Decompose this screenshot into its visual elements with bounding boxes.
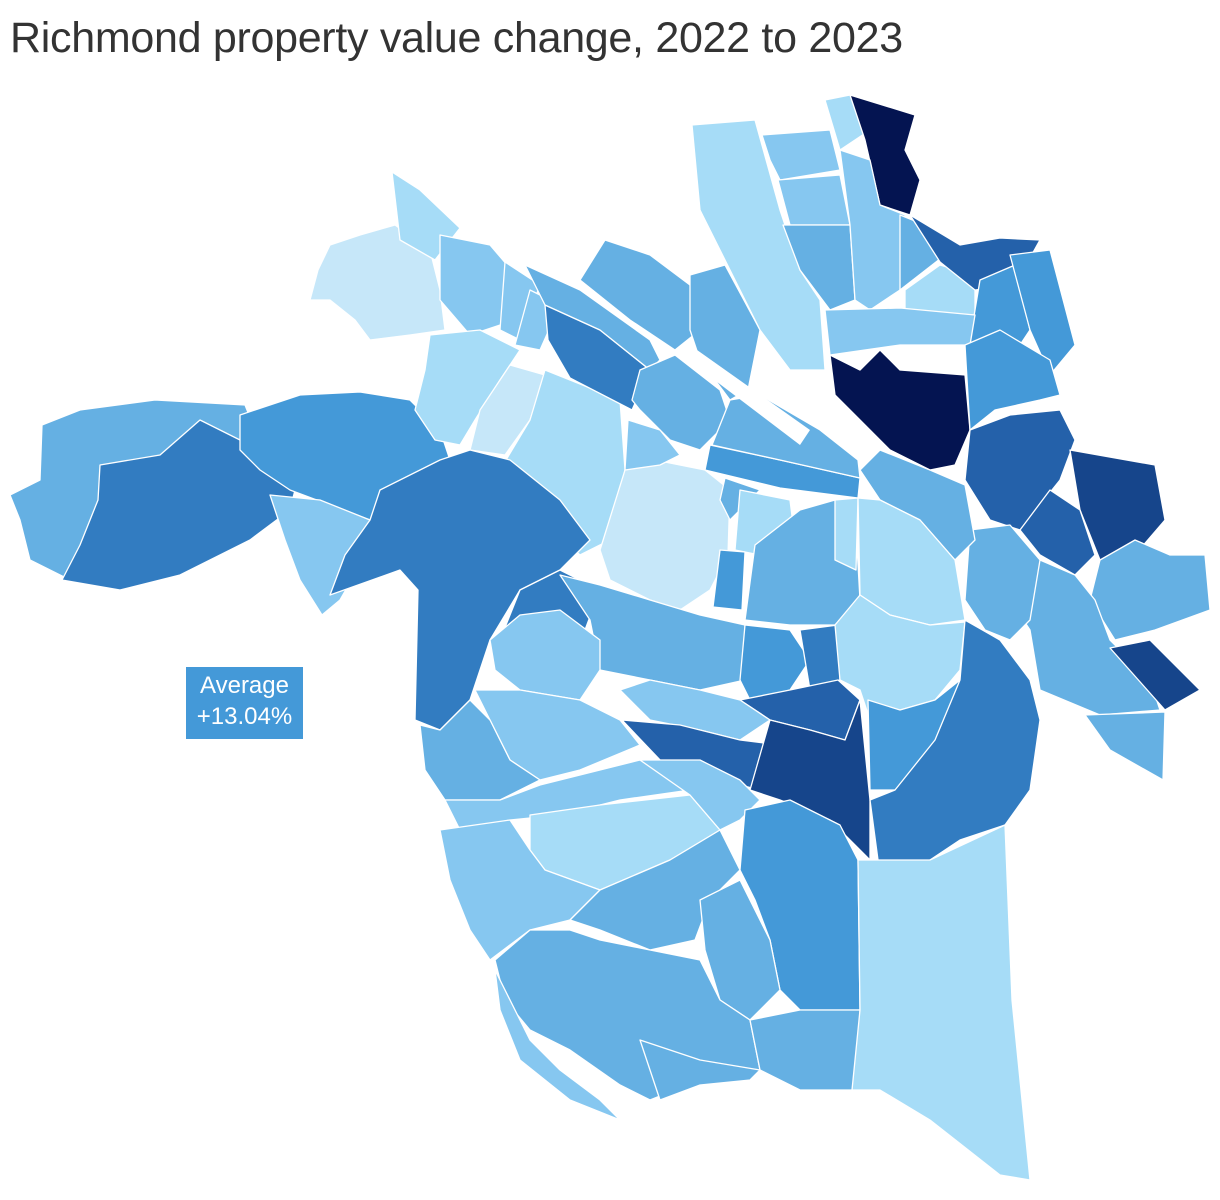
neighborhood-fan-light — [599, 461, 731, 611]
neighborhood-manchester-west — [834, 594, 966, 721]
neighborhood-southeast-large — [851, 824, 1031, 1181]
neighborhood-north-long — [691, 119, 826, 371]
neighborhood-south-west-blue — [419, 699, 541, 801]
average-value: +13.04% — [196, 703, 293, 730]
neighborhood-east-3 — [1089, 539, 1211, 641]
neighborhood-east-dark-2 — [1109, 639, 1201, 711]
neighborhood-east-5 — [1084, 711, 1166, 781]
average-annotation: Average +13.04% — [186, 667, 303, 739]
neighborhood-north-1 — [761, 129, 841, 181]
rail-gap — [675, 345, 810, 445]
neighborhood-church-hill — [964, 524, 1041, 641]
neighborhood-north-3 — [782, 224, 856, 311]
neighborhood-east-2 — [1019, 489, 1096, 576]
neighborhood-south-9 — [749, 1009, 861, 1091]
neighborhood-fan-center — [631, 354, 731, 451]
neighborhood-small-box — [712, 549, 746, 611]
neighborhood-west-river — [61, 419, 301, 591]
neighborhood-west-central-1 — [414, 329, 521, 446]
neighborhood-downtown-strip — [834, 497, 859, 571]
neighborhood-fan-mid — [624, 419, 681, 471]
neighborhood-south-10 — [639, 1039, 761, 1101]
chart-title: Richmond property value change, 2022 to … — [10, 14, 903, 62]
neighborhood-southwest-large — [329, 449, 591, 731]
neighborhood-northwest-tip — [309, 224, 446, 341]
neighborhood-east-south-large — [869, 619, 1041, 876]
neighborhood-north-8 — [824, 307, 976, 356]
neighborhood-southwest-light — [489, 609, 601, 701]
neighborhood-northeast-2 — [1009, 249, 1076, 376]
neighborhood-south-8 — [494, 969, 621, 1121]
neighborhood-south-6 — [699, 879, 781, 1021]
neighborhood-north-dark — [849, 94, 921, 216]
neighborhood-fan-east-1 — [711, 394, 861, 479]
average-label: Average — [200, 672, 289, 699]
neighborhood-east-1 — [964, 409, 1076, 531]
neighborhood-northeast-3 — [964, 329, 1061, 431]
neighborhood-north-dark-2 — [829, 349, 971, 471]
neighborhood-south-dark-center — [749, 699, 871, 861]
neighborhood-north-2 — [777, 174, 851, 226]
